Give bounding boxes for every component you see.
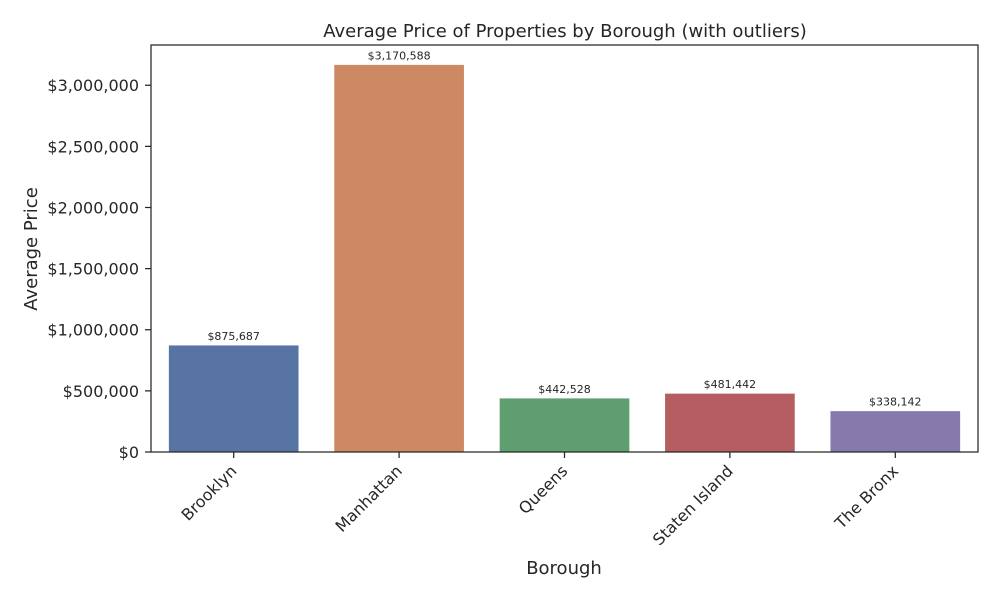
data-label: $875,687 <box>207 330 260 343</box>
plot-layer: $875,687 $3,170,588 $442,528 $481,442 $338,1… <box>47 44 979 549</box>
x-tick-label: Brooklyn <box>178 461 241 524</box>
data-label: $442,528 <box>538 383 591 396</box>
bar-queens <box>498 397 631 453</box>
y-tick-label: $3,000,000 <box>47 76 139 95</box>
y-tick-label: $1,500,000 <box>47 260 139 279</box>
bar-brooklyn <box>167 344 300 453</box>
data-label: $3,170,588 <box>368 49 431 62</box>
x-tick-label: Manhattan <box>332 461 406 535</box>
data-label: $338,142 <box>869 396 922 409</box>
data-label: $481,442 <box>704 378 757 391</box>
chart-title: Average Price of Properties by Borough (… <box>323 21 806 42</box>
bar-the-bronx <box>829 410 962 453</box>
x-tick-label: Queens <box>515 461 572 518</box>
y-tick-label: $2,500,000 <box>47 137 139 156</box>
x-tick-label: The Bronx <box>830 461 902 533</box>
y-tick-label: $2,000,000 <box>47 198 139 217</box>
y-tick-label: $500,000 <box>63 382 139 401</box>
y-tick-label: $1,000,000 <box>47 321 139 340</box>
y-axis-label: Average Price <box>21 187 42 311</box>
bar-staten-island <box>664 392 796 453</box>
x-tick-label: Staten Island <box>649 461 737 549</box>
y-tick-label: $0 <box>119 443 139 462</box>
x-axis-label: Borough <box>526 558 602 579</box>
bar-manhattan <box>333 63 465 453</box>
